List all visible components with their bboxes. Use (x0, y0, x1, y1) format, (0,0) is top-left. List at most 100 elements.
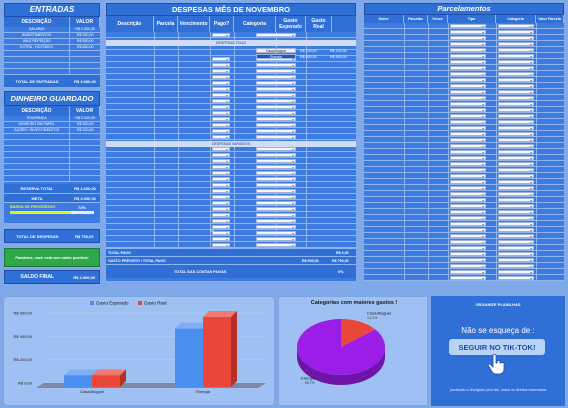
tipo-select[interactable] (450, 216, 486, 220)
tipo-select[interactable] (450, 24, 486, 28)
categoria-select[interactable] (256, 69, 296, 73)
categoria-select[interactable] (256, 195, 296, 199)
tipo-select[interactable] (450, 270, 486, 274)
parcelamento-categoria-select[interactable] (498, 186, 534, 190)
tipo-select[interactable] (450, 60, 486, 64)
tipo-select[interactable] (450, 36, 486, 40)
categoria-select[interactable] (256, 219, 296, 223)
pago-select[interactable] (212, 153, 230, 157)
parcelamento-categoria-select[interactable] (498, 198, 534, 202)
categoria-select[interactable] (256, 243, 296, 247)
tipo-select[interactable] (450, 210, 486, 214)
pago-select[interactable] (212, 195, 230, 199)
tipo-select[interactable] (450, 48, 486, 52)
tipo-select[interactable] (450, 42, 486, 46)
pago-select[interactable] (212, 87, 230, 91)
tipo-select[interactable] (450, 90, 486, 94)
fixed-row-1-categoria[interactable]: Casa/Aluguel (256, 48, 296, 53)
categoria-select[interactable] (256, 81, 296, 85)
pago-select[interactable] (212, 99, 230, 103)
parcelamento-categoria-select[interactable] (498, 24, 534, 28)
categoria-select[interactable] (256, 105, 296, 109)
tipo-select[interactable] (450, 84, 486, 88)
tipo-select[interactable] (450, 186, 486, 190)
categoria-select[interactable] (256, 147, 296, 151)
categoria-select[interactable] (256, 231, 296, 235)
tipo-select[interactable] (450, 234, 486, 238)
pago-select[interactable] (212, 33, 230, 37)
parcelamento-categoria-select[interactable] (498, 132, 534, 136)
pago-select[interactable] (212, 111, 230, 115)
parcelamento-categoria-select[interactable] (498, 264, 534, 268)
parcelamento-categoria-select[interactable] (498, 228, 534, 232)
pago-select[interactable] (212, 147, 230, 151)
parcelamento-categoria-select[interactable] (498, 204, 534, 208)
parcelamento-categoria-select[interactable] (498, 174, 534, 178)
pago-select[interactable] (212, 93, 230, 97)
pago-select[interactable] (212, 231, 230, 235)
tipo-select[interactable] (450, 144, 486, 148)
categoria-select[interactable] (256, 183, 296, 187)
pago-select[interactable] (212, 129, 230, 133)
pago-select[interactable] (212, 75, 230, 79)
fixed-row-2-categoria[interactable]: Energia (256, 54, 296, 59)
parcelamento-categoria-select[interactable] (498, 60, 534, 64)
parcelamento-categoria-select[interactable] (498, 120, 534, 124)
pago-select[interactable] (212, 105, 230, 109)
tipo-select[interactable] (450, 54, 486, 58)
tipo-select[interactable] (450, 72, 486, 76)
parcelamento-categoria-select[interactable] (498, 30, 534, 34)
parcelamento-categoria-select[interactable] (498, 180, 534, 184)
tipo-select[interactable] (450, 132, 486, 136)
categoria-select[interactable] (256, 123, 296, 127)
categoria-select[interactable] (256, 189, 296, 193)
parcelamento-categoria-select[interactable] (498, 102, 534, 106)
categoria-select[interactable] (256, 237, 296, 241)
tipo-select[interactable] (450, 162, 486, 166)
parcelamento-categoria-select[interactable] (498, 72, 534, 76)
categoria-select[interactable] (256, 153, 296, 157)
tipo-select[interactable] (450, 108, 486, 112)
tipo-select[interactable] (450, 228, 486, 232)
tipo-select[interactable] (450, 138, 486, 142)
pago-select[interactable] (212, 219, 230, 223)
parcelamento-categoria-select[interactable] (498, 168, 534, 172)
parcelamento-categoria-select[interactable] (498, 48, 534, 52)
parcelamento-categoria-select[interactable] (498, 156, 534, 160)
tipo-select[interactable] (450, 240, 486, 244)
parcelamento-categoria-select[interactable] (498, 36, 534, 40)
parcelamento-categoria-select[interactable] (498, 162, 534, 166)
tipo-select[interactable] (450, 78, 486, 82)
pago-select[interactable] (212, 69, 230, 73)
tipo-select[interactable] (450, 204, 486, 208)
pago-select[interactable] (212, 237, 230, 241)
categoria-select[interactable] (256, 63, 296, 67)
parcelamento-categoria-select[interactable] (498, 78, 534, 82)
tipo-select[interactable] (450, 168, 486, 172)
pago-select[interactable] (212, 201, 230, 205)
parcelamento-categoria-select[interactable] (498, 240, 534, 244)
tipo-select[interactable] (450, 198, 486, 202)
categoria-select[interactable] (256, 207, 296, 211)
categoria-select[interactable] (256, 99, 296, 103)
tipo-select[interactable] (450, 102, 486, 106)
tipo-select[interactable] (450, 276, 486, 280)
parcelamento-categoria-select[interactable] (498, 234, 534, 238)
categoria-select[interactable] (256, 87, 296, 91)
parcelamento-categoria-select[interactable] (498, 246, 534, 250)
categoria-select[interactable] (256, 93, 296, 97)
pago-select[interactable] (212, 117, 230, 121)
parcelamento-categoria-select[interactable] (498, 222, 534, 226)
categoria-select[interactable] (256, 171, 296, 175)
tipo-select[interactable] (450, 180, 486, 184)
parcelamento-categoria-select[interactable] (498, 252, 534, 256)
categoria-select[interactable] (256, 129, 296, 133)
parcelamento-categoria-select[interactable] (498, 192, 534, 196)
tipo-select[interactable] (450, 30, 486, 34)
categoria-select[interactable] (256, 33, 296, 37)
parcelamento-categoria-select[interactable] (498, 216, 534, 220)
tipo-select[interactable] (450, 156, 486, 160)
parcelamento-categoria-select[interactable] (498, 144, 534, 148)
categoria-select[interactable] (256, 159, 296, 163)
tipo-select[interactable] (450, 126, 486, 130)
